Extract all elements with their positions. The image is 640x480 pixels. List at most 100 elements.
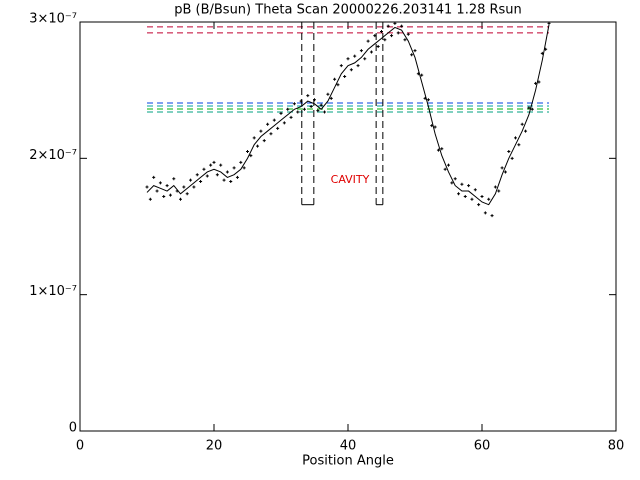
data-point bbox=[323, 110, 327, 114]
data-point bbox=[192, 185, 196, 189]
data-point bbox=[447, 163, 450, 167]
data-point bbox=[272, 118, 276, 122]
data-point bbox=[289, 115, 293, 119]
data-point bbox=[440, 147, 444, 151]
data-point bbox=[487, 197, 491, 201]
data-point bbox=[269, 132, 273, 136]
data-point bbox=[534, 81, 538, 85]
data-point bbox=[403, 38, 407, 42]
data-point bbox=[225, 170, 229, 174]
data-point bbox=[195, 173, 199, 177]
data-point bbox=[356, 64, 360, 68]
data-point bbox=[413, 49, 417, 53]
data-point bbox=[145, 185, 149, 189]
data-point bbox=[313, 98, 316, 102]
data-point bbox=[460, 182, 464, 186]
data-point bbox=[302, 107, 306, 111]
data-point bbox=[162, 195, 166, 199]
chart-title: pB (B/Bsun) Theta Scan 20000226.203141 1… bbox=[174, 3, 522, 18]
data-point bbox=[319, 103, 323, 107]
data-point bbox=[400, 24, 404, 28]
data-point bbox=[366, 39, 370, 43]
data-point bbox=[148, 197, 152, 201]
data-point bbox=[326, 92, 330, 96]
data-point bbox=[209, 163, 213, 167]
data-point bbox=[359, 49, 363, 53]
data-point bbox=[500, 166, 504, 170]
data-point bbox=[380, 30, 383, 34]
data-point bbox=[420, 73, 424, 77]
data-point bbox=[205, 174, 209, 178]
y-tick-label: 2×10⁻⁷ bbox=[29, 148, 77, 163]
data-point bbox=[168, 193, 172, 197]
data-point bbox=[349, 68, 353, 72]
data-point bbox=[182, 185, 186, 189]
x-tick-label: 60 bbox=[474, 439, 491, 454]
data-point bbox=[229, 180, 233, 184]
data-point bbox=[246, 150, 249, 154]
data-point bbox=[212, 160, 216, 164]
data-point bbox=[292, 102, 296, 106]
data-point bbox=[433, 125, 437, 129]
data-point bbox=[376, 45, 380, 49]
data-point bbox=[343, 75, 347, 79]
data-point bbox=[316, 109, 320, 113]
data-point bbox=[252, 136, 256, 140]
data-point bbox=[336, 83, 340, 87]
data-point bbox=[309, 105, 313, 109]
data-point bbox=[517, 143, 521, 147]
data-point bbox=[189, 178, 193, 182]
data-point bbox=[199, 180, 203, 184]
y-tick-label: 3×10⁻⁷ bbox=[29, 12, 77, 27]
data-point bbox=[172, 177, 176, 181]
data-point bbox=[457, 192, 461, 196]
data-point bbox=[262, 139, 266, 143]
data-point bbox=[242, 166, 246, 170]
data-point bbox=[333, 77, 337, 81]
data-point bbox=[527, 106, 531, 110]
data-point bbox=[259, 129, 263, 133]
data-point bbox=[179, 197, 182, 201]
data-point bbox=[276, 126, 280, 130]
data-point bbox=[329, 96, 333, 100]
x-tick-label: 20 bbox=[206, 439, 223, 454]
data-point bbox=[390, 34, 394, 38]
x-axis-label: Position Angle bbox=[302, 454, 394, 469]
smoothed-line bbox=[146, 24, 550, 206]
data-point bbox=[296, 110, 300, 114]
data-point bbox=[497, 189, 501, 193]
data-point bbox=[286, 107, 290, 111]
data-point bbox=[450, 181, 454, 185]
data-point bbox=[426, 98, 430, 102]
data-point bbox=[393, 21, 397, 25]
data-point bbox=[235, 175, 239, 179]
data-point bbox=[158, 181, 162, 185]
data-point bbox=[503, 170, 507, 174]
data-point bbox=[480, 195, 484, 199]
data-point bbox=[306, 94, 310, 98]
data-point bbox=[510, 156, 514, 160]
data-point bbox=[470, 197, 474, 201]
data-point bbox=[266, 122, 270, 126]
data-point bbox=[410, 53, 414, 57]
data-point bbox=[339, 64, 343, 68]
data-point bbox=[473, 188, 477, 192]
data-point bbox=[443, 167, 447, 171]
data-point bbox=[215, 173, 219, 177]
x-tick-label: 0 bbox=[76, 439, 84, 454]
data-point bbox=[202, 167, 206, 171]
data-point bbox=[346, 57, 350, 61]
data-point bbox=[249, 154, 253, 158]
data-point bbox=[152, 175, 156, 179]
data-point bbox=[490, 214, 494, 218]
x-tick-label: 40 bbox=[340, 439, 357, 454]
data-point bbox=[514, 136, 517, 140]
data-point bbox=[369, 50, 373, 54]
data-point bbox=[256, 144, 260, 148]
data-point bbox=[383, 38, 387, 42]
data-point bbox=[477, 203, 481, 207]
data-point bbox=[537, 80, 541, 84]
data-point bbox=[463, 195, 467, 199]
